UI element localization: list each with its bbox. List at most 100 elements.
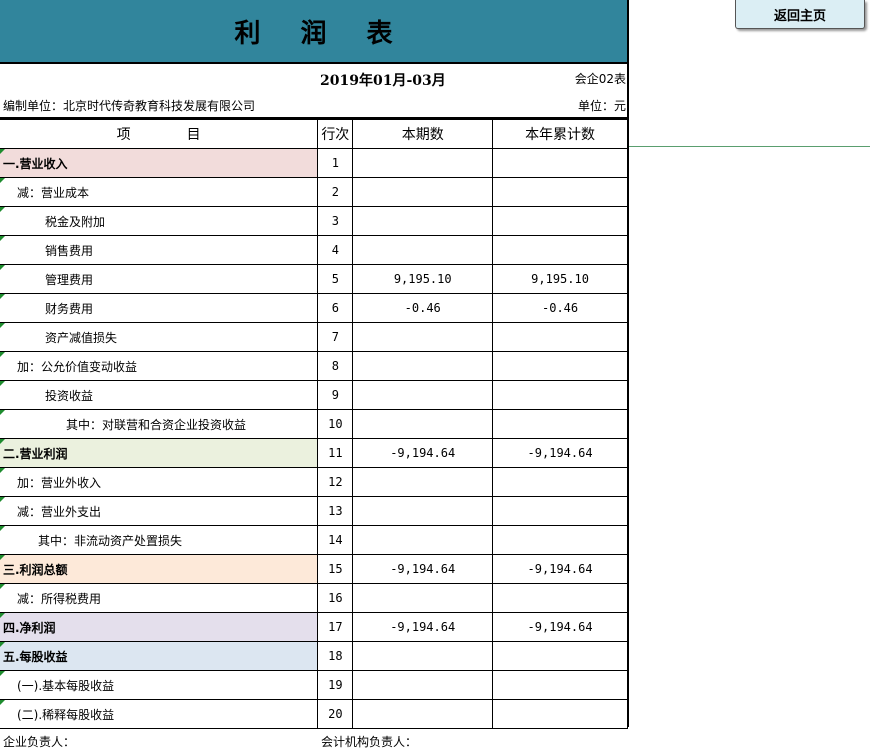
row-item[interactable]: 税金及附加: [0, 206, 319, 236]
table-row: 减：营业成本 2: [0, 177, 628, 207]
row-year-to-date[interactable]: [492, 148, 628, 178]
row-line-no[interactable]: 13: [317, 496, 354, 526]
row-line-no[interactable]: 4: [317, 235, 354, 265]
form-number: 会企02表: [574, 72, 626, 86]
row-line-no[interactable]: 3: [317, 206, 354, 236]
row-year-to-date[interactable]: [492, 177, 628, 207]
row-item[interactable]: 其中：非流动资产处置损失: [0, 525, 319, 555]
table-row: 一.营业收入 1: [0, 148, 628, 178]
row-line-no[interactable]: 17: [317, 612, 354, 642]
row-current-period[interactable]: [352, 525, 494, 555]
row-year-to-date[interactable]: [492, 409, 628, 439]
return-home-button[interactable]: 返回主页: [735, 0, 865, 29]
company-name: 编制单位：北京时代传奇教育科技发展有限公司: [3, 99, 256, 113]
row-year-to-date[interactable]: [492, 699, 628, 729]
table-row: 其中：非流动资产处置损失 14: [0, 525, 628, 555]
row-current-period[interactable]: 9,195.10: [352, 264, 494, 294]
header-item: 项 目: [0, 119, 319, 149]
row-line-no[interactable]: 8: [317, 351, 354, 381]
row-item[interactable]: 三.利润总额: [0, 554, 319, 584]
row-item[interactable]: 四.净利润: [0, 612, 319, 642]
row-year-to-date[interactable]: [492, 351, 628, 381]
row-item[interactable]: 投资收益: [0, 380, 319, 410]
row-item[interactable]: 加：营业外收入: [0, 467, 319, 497]
row-item[interactable]: 销售费用: [0, 235, 319, 265]
row-item[interactable]: 二.营业利润: [0, 438, 319, 468]
row-year-to-date[interactable]: [492, 583, 628, 613]
row-year-to-date[interactable]: 9,195.10: [492, 264, 628, 294]
row-item[interactable]: 资产减值损失: [0, 322, 319, 352]
row-year-to-date[interactable]: [492, 380, 628, 410]
row-item[interactable]: 管理费用: [0, 264, 319, 294]
row-year-to-date[interactable]: [492, 496, 628, 526]
row-line-no[interactable]: 11: [317, 438, 354, 468]
row-current-period[interactable]: -0.46: [352, 293, 494, 323]
row-current-period[interactable]: [352, 206, 494, 236]
row-current-period[interactable]: [352, 670, 494, 700]
row-line-no[interactable]: 15: [317, 554, 354, 584]
row-line-no[interactable]: 1: [317, 148, 354, 178]
row-line-no[interactable]: 19: [317, 670, 354, 700]
row-item[interactable]: 加：公允价值变动收益: [0, 351, 319, 381]
row-year-to-date[interactable]: -0.46: [492, 293, 628, 323]
row-item[interactable]: (一).基本每股收益: [0, 670, 319, 700]
row-current-period[interactable]: [352, 641, 494, 671]
row-year-to-date[interactable]: [492, 641, 628, 671]
header-current-period: 本期数: [352, 119, 494, 149]
row-current-period[interactable]: -9,194.64: [352, 554, 494, 584]
row-line-no[interactable]: 18: [317, 641, 354, 671]
row-current-period[interactable]: [352, 409, 494, 439]
row-line-no[interactable]: 12: [317, 467, 354, 497]
row-year-to-date[interactable]: [492, 525, 628, 555]
row-current-period[interactable]: [352, 148, 494, 178]
row-line-no[interactable]: 5: [317, 264, 354, 294]
report-period: 2019年01月-03月: [320, 73, 446, 89]
row-year-to-date[interactable]: [492, 322, 628, 352]
table-row: 财务费用 6 -0.46 -0.46: [0, 293, 628, 323]
row-current-period[interactable]: [352, 583, 494, 613]
row-line-no[interactable]: 7: [317, 322, 354, 352]
row-year-to-date[interactable]: -9,194.64: [492, 612, 628, 642]
row-current-period[interactable]: [352, 177, 494, 207]
row-year-to-date[interactable]: [492, 206, 628, 236]
row-current-period[interactable]: [352, 467, 494, 497]
row-current-period[interactable]: [352, 322, 494, 352]
report-title-bar: 利润表: [0, 0, 629, 64]
row-current-period[interactable]: [352, 496, 494, 526]
report-title: 利润表: [234, 18, 433, 49]
row-year-to-date[interactable]: -9,194.64: [492, 554, 628, 584]
row-line-no[interactable]: 20: [317, 699, 354, 729]
row-line-no[interactable]: 16: [317, 583, 354, 613]
row-current-period[interactable]: -9,194.64: [352, 612, 494, 642]
row-year-to-date[interactable]: [492, 467, 628, 497]
row-item[interactable]: 减：所得税费用: [0, 583, 319, 613]
row-current-period[interactable]: [352, 351, 494, 381]
row-current-period[interactable]: [352, 235, 494, 265]
table-row: 减：营业外支出 13: [0, 496, 628, 526]
row-current-period[interactable]: [352, 380, 494, 410]
divider: [0, 117, 629, 119]
row-current-period[interactable]: -9,194.64: [352, 438, 494, 468]
row-year-to-date[interactable]: [492, 670, 628, 700]
table-row: (二).稀释每股收益 20: [0, 699, 628, 729]
income-statement-table: 项 目 行次 本期数 本年累计数 一.营业收入 1 减：营业成本 2 税金及附加 3 销售费…: [0, 119, 628, 729]
row-current-period[interactable]: [352, 699, 494, 729]
row-year-to-date[interactable]: -9,194.64: [492, 438, 628, 468]
header-line-no: 行次: [317, 119, 354, 149]
table-row: 五.每股收益 18: [0, 641, 628, 671]
row-item[interactable]: 五.每股收益: [0, 641, 319, 671]
row-year-to-date[interactable]: [492, 235, 628, 265]
row-line-no[interactable]: 2: [317, 177, 354, 207]
row-item[interactable]: 财务费用: [0, 293, 319, 323]
row-item[interactable]: 一.营业收入: [0, 148, 319, 178]
row-line-no[interactable]: 6: [317, 293, 354, 323]
row-item[interactable]: 减：营业成本: [0, 177, 319, 207]
row-item[interactable]: 减：营业外支出: [0, 496, 319, 526]
row-item[interactable]: 其中：对联营和合资企业投资收益: [0, 409, 319, 439]
table-right-border: [627, 62, 629, 727]
row-line-no[interactable]: 10: [317, 409, 354, 439]
row-line-no[interactable]: 14: [317, 525, 354, 555]
row-line-no[interactable]: 9: [317, 380, 354, 410]
table-header: 项 目 行次 本期数 本年累计数: [0, 119, 628, 149]
row-item[interactable]: (二).稀释每股收益: [0, 699, 319, 729]
